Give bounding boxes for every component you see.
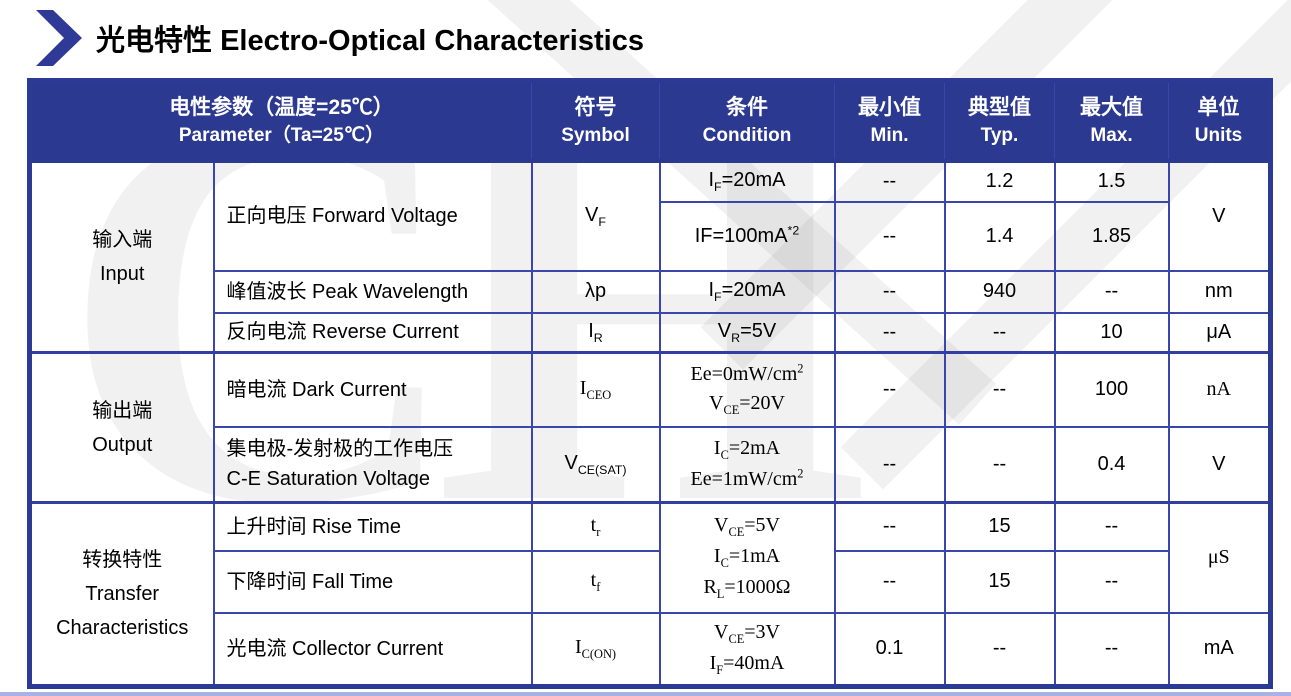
table-row: 输入端 Input 正向电压 Forward Voltage VF IF=20mA… (28, 159, 1272, 354)
condition-cell: VCE=5V IC=1mA RL=1000Ω (658, 501, 836, 614)
symbol-vf: VF (530, 159, 661, 272)
condition-cell: IF=20mA (658, 269, 836, 314)
param-rise-time: 上升时间 Rise Time (212, 501, 533, 552)
symbol-tf: tf (530, 549, 661, 614)
condition-cell: Ee=0mW/cm2 VCE=20V (658, 351, 836, 428)
units-cell: V (1167, 425, 1272, 504)
typ-cell: 1.4 (943, 200, 1056, 272)
units-cell: nm (1167, 269, 1272, 314)
table-row: 反向电流 Reverse Current IR VR=5V -- -- 10 μ… (30, 311, 1272, 354)
electro-optical-table: 电性参数（温度=25℃） Parameter（Ta=25℃） 符号 Symbol… (27, 78, 1273, 689)
symbol-lambda-p: λp (530, 269, 661, 314)
typ-cell: -- (943, 425, 1056, 504)
param-fall-time: 下降时间 Fall Time (212, 549, 533, 614)
max-cell: 1.85 (1053, 200, 1170, 272)
condition-cell: IC=2mA Ee=1mW/cm2 (658, 425, 836, 504)
units-cell: V (1167, 159, 1272, 272)
units-cell: μA (1167, 311, 1272, 354)
param-reverse-current: 反向电流 Reverse Current (212, 311, 533, 354)
typ-cell: -- (943, 311, 1056, 354)
typ-cell: 15 (943, 549, 1056, 614)
typ-cell: 15 (943, 501, 1056, 552)
typ-cell: 1.2 (943, 159, 1056, 203)
col-header-condition: 条件 Condition (659, 80, 835, 163)
bottom-divider (0, 692, 1291, 696)
symbol-vcesat: VCE(SAT) (530, 425, 661, 504)
min-cell: -- (833, 159, 946, 203)
min-cell: -- (833, 351, 946, 428)
table-row: 峰值波长 Peak Wavelength λp IF=20mA -- 940 -… (30, 269, 1272, 314)
header-row: 电性参数（温度=25℃） Parameter（Ta=25℃） 符号 Symbol… (29, 80, 1271, 163)
param-collector-current: 光电流 Collector Current (212, 611, 533, 688)
param-peak-wavelength: 峰值波长 Peak Wavelength (212, 269, 533, 314)
max-cell: 100 (1053, 351, 1170, 428)
condition-cell: VCE=3V IF=40mA (658, 611, 836, 688)
condition-cell: IF=20mA (658, 159, 836, 203)
min-cell: -- (833, 269, 946, 314)
table-row: 光电流 Collector Current IC(ON) VCE=3V IF=40… (30, 611, 1272, 688)
col-header-parameter: 电性参数（温度=25℃） Parameter（Ta=25℃） (29, 80, 532, 163)
param-forward-voltage: 正向电压 Forward Voltage (212, 159, 533, 272)
chevron-icon (36, 10, 82, 66)
typ-cell: -- (943, 351, 1056, 428)
param-dark-current: 暗电流 Dark Current (212, 351, 533, 428)
col-header-typ: 典型值 Typ. (944, 80, 1055, 163)
table-row: 下降时间 Fall Time tf -- 15 -- (30, 549, 1271, 614)
table-row: 集电极-发射极的工作电压 C-E Saturation Voltage VCE(S… (30, 425, 1272, 504)
units-cell: nA (1167, 351, 1272, 428)
min-cell: -- (833, 311, 946, 354)
group-output: 输出端 Output (28, 351, 215, 504)
col-header-min: 最小值 Min. (834, 80, 945, 163)
min-cell: -- (833, 425, 946, 504)
max-cell: 10 (1053, 311, 1170, 354)
title-zh: 光电特性 (96, 23, 213, 57)
min-cell: -- (833, 501, 946, 552)
group-input: 输入端 Input (28, 159, 215, 354)
symbol-tr: tr (530, 501, 661, 552)
typ-cell: 940 (943, 269, 1056, 314)
table-row: 输出端 Output 暗电流 Dark Current ICEO Ee=0mW/c… (28, 351, 1272, 504)
min-cell: -- (833, 200, 946, 272)
typ-cell: -- (943, 611, 1056, 688)
max-cell: -- (1053, 501, 1170, 552)
title-en: Electro-Optical Characteristics (220, 25, 644, 57)
symbol-ir: IR (530, 311, 661, 354)
group-transfer: 转换特性 Transfer Characteristics (28, 501, 215, 688)
symbol-icon: IC(ON) (530, 611, 661, 688)
max-cell: 1.5 (1053, 159, 1170, 203)
max-cell: -- (1053, 611, 1170, 688)
col-header-units: 单位 Units (1168, 80, 1271, 163)
table-row: IF=100mA*2 -- 1.4 1.85 (30, 200, 1271, 272)
min-cell: -- (833, 549, 946, 614)
max-cell: 0.4 (1053, 425, 1170, 504)
col-header-symbol: 符号 Symbol (531, 80, 660, 163)
condition-cell: IF=100mA*2 (658, 200, 836, 272)
units-cell: mA (1167, 611, 1272, 688)
condition-cell: VR=5V (658, 311, 836, 354)
col-header-max: 最大值 Max. (1054, 80, 1169, 163)
section-title: 光电特性 Electro-Optical Characteristics (36, 6, 644, 70)
symbol-iceo: ICEO (530, 351, 661, 428)
table-row: 转换特性 Transfer Characteristics 上升时间 Rise Ti… (28, 501, 1272, 688)
max-cell: -- (1053, 269, 1170, 314)
param-ce-saturation-voltage: 集电极-发射极的工作电压 C-E Saturation Voltage (212, 425, 533, 504)
min-cell: 0.1 (833, 611, 946, 688)
units-cell: μS (1167, 501, 1272, 614)
max-cell: -- (1053, 549, 1170, 614)
